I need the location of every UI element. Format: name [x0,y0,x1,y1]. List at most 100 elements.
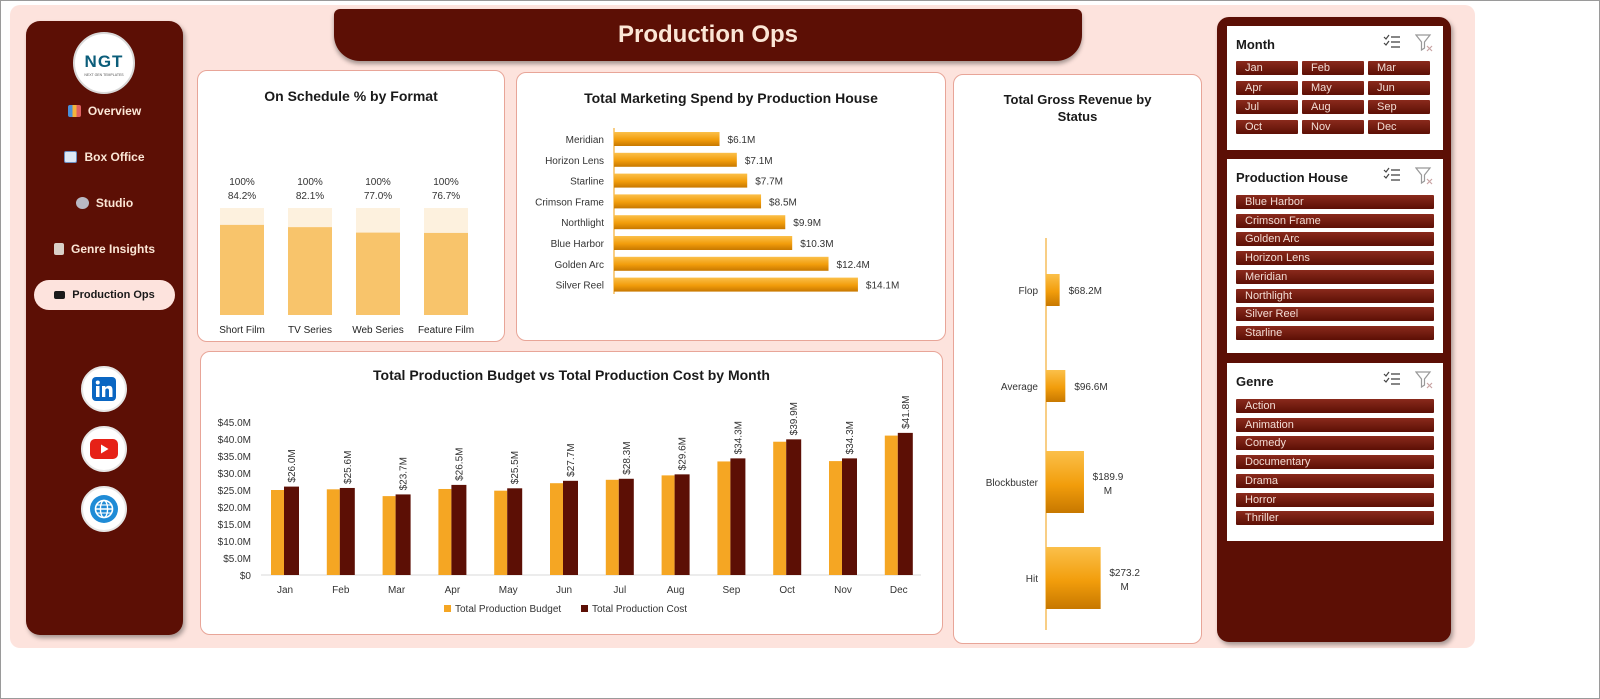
cost-value-label: $25.6M [343,451,354,484]
marketing-category-label: Starline [570,177,604,188]
schedule-actual-bar [424,232,468,315]
budget-y-tick: $15.0M [218,520,251,531]
marketing-category-label: Horizon Lens [545,156,604,167]
cost-bar [618,478,634,575]
linkedin-link[interactable] [81,366,127,412]
legend-budget-label: Total Production Budget [455,604,561,615]
slicer-option[interactable]: Crimson Frame [1236,213,1434,228]
cost-value-label: $26.0M [287,449,298,482]
revenue-category-label: Blockbuster [986,478,1039,489]
slicer-option[interactable]: Dec [1368,119,1430,134]
slicer-option[interactable]: Golden Arc [1236,232,1434,247]
legend-budget-swatch [444,605,451,612]
cost-bar [563,480,578,575]
nav-label: Overview [87,104,142,118]
slicer-option[interactable]: Jul [1236,100,1298,114]
marketing-bar [614,277,858,292]
slicer-option[interactable]: Comedy [1236,436,1434,451]
nav-production-ops[interactable]: Production Ops [34,280,175,310]
gross-revenue-card: Total Gross Revenue by Status Flop $68.2M… [953,74,1202,644]
cost-bar [842,458,857,575]
slicer-option[interactable]: May [1302,80,1364,95]
website-link[interactable] [81,486,127,532]
marketing-value-label: $7.1M [745,156,773,167]
page-title: Production Ops [334,9,1082,61]
cost-bar [786,439,802,575]
revenue-value-label: $273.2 [1109,568,1140,579]
marketing-value-label: $10.3M [800,239,833,250]
schedule-category-label: Feature Film [418,325,474,336]
clear-filter-icon[interactable] [1415,34,1433,52]
clear-filter-icon[interactable] [1415,167,1433,185]
slicer-option[interactable]: Horizon Lens [1236,251,1434,266]
slicer-option[interactable]: Drama [1236,473,1434,488]
revenue-category-label: Hit [1026,574,1038,585]
budget-bar [829,461,842,575]
slicer-option[interactable]: Action [1236,399,1434,413]
filter-panel: Month Jan Feb Mar Apr May Jun Jul Aug Sep Oct Nov D… [1217,17,1451,642]
nav-box-office[interactable]: Box Office [34,142,175,172]
schedule-target-label: 100% [297,177,323,188]
nav-studio[interactable]: Studio [34,188,175,218]
slicer-option[interactable]: Sep [1368,100,1430,114]
marketing-bar [614,256,829,271]
legend-cost-swatch [581,605,588,612]
slicer-option[interactable]: Jun [1368,80,1430,95]
marketing-value-label: $6.1M [728,135,756,146]
slicer-option[interactable]: Silver Reel [1236,307,1434,322]
on-schedule-title: On Schedule % by Format [264,88,438,104]
budget-vs-cost-card: Total Production Budget vs Total Product… [200,351,943,635]
budget-bar [326,489,340,575]
nav-label: Genre Insights [70,242,156,256]
gross-revenue-title: Total Gross Revenue by Status [1003,92,1152,124]
revenue-value-label: $68.2M [1069,286,1102,297]
marketing-spend-chart: Meridian $6.1M Horizon Lens $7.1M Starline $7… [535,128,899,294]
slicer-option[interactable]: Oct [1236,119,1298,134]
multi-select-icon[interactable] [1383,371,1401,387]
nav-genre-insights[interactable]: Genre Insights [34,234,175,264]
multi-select-icon[interactable] [1383,167,1401,183]
youtube-icon [90,439,118,459]
budget-vs-cost-title: Total Production Budget vs Total Product… [373,367,770,383]
slicer-option[interactable]: Mar [1368,61,1430,75]
budget-bar [494,490,508,575]
slicer-option[interactable]: Starline [1236,325,1434,340]
budget-y-tick: $40.0M [218,435,251,446]
budget-x-label: Jul [613,585,626,596]
cost-bar [507,488,523,575]
budget-bar [717,461,731,575]
slicer-option[interactable]: Meridian [1236,269,1434,284]
slicer-option[interactable]: Feb [1302,61,1364,75]
slicer-option[interactable]: Blue Harbor [1236,195,1434,209]
cost-value-label: $27.7M [566,443,577,476]
cost-bar [284,486,299,575]
slicer-option[interactable]: Documentary [1236,455,1434,470]
clipboard-icon [53,243,64,255]
slicer-option[interactable]: Northlight [1236,288,1434,303]
schedule-actual-label: 84.2% [228,191,256,202]
multi-select-icon[interactable] [1383,34,1401,50]
youtube-link[interactable] [81,426,127,472]
cost-bar [451,484,467,575]
slicer-option[interactable]: Apr [1236,80,1298,95]
slicer-option[interactable]: Thriller [1236,511,1434,526]
slicer-option[interactable]: Horror [1236,492,1434,507]
nav-overview[interactable]: Overview [34,96,175,126]
schedule-actual-bar [220,224,264,315]
globe-icon [90,495,118,523]
clear-filter-icon[interactable] [1415,371,1433,389]
budget-bar [382,496,396,575]
month-slicer-title: Month [1236,37,1275,52]
marketing-category-label: Silver Reel [556,281,604,292]
slicer-option[interactable]: Aug [1302,100,1364,114]
cost-bar [674,474,690,575]
production-house-slicer: Production House Blue Harbor Crimson Fram… [1227,159,1443,353]
marketing-value-label: $8.5M [769,197,797,208]
budget-bar [605,479,619,575]
slicer-option[interactable]: Jan [1236,61,1298,75]
slicer-option[interactable]: Animation [1236,417,1434,432]
budget-x-label: Oct [779,585,795,596]
slicer-option[interactable]: Nov [1302,119,1364,134]
budget-x-label: Feb [332,585,350,596]
budget-x-label: Jun [556,585,572,596]
